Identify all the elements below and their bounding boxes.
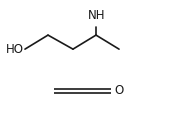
Text: HO: HO [6, 43, 24, 56]
Text: NH: NH [88, 9, 105, 22]
Text: O: O [114, 84, 123, 97]
